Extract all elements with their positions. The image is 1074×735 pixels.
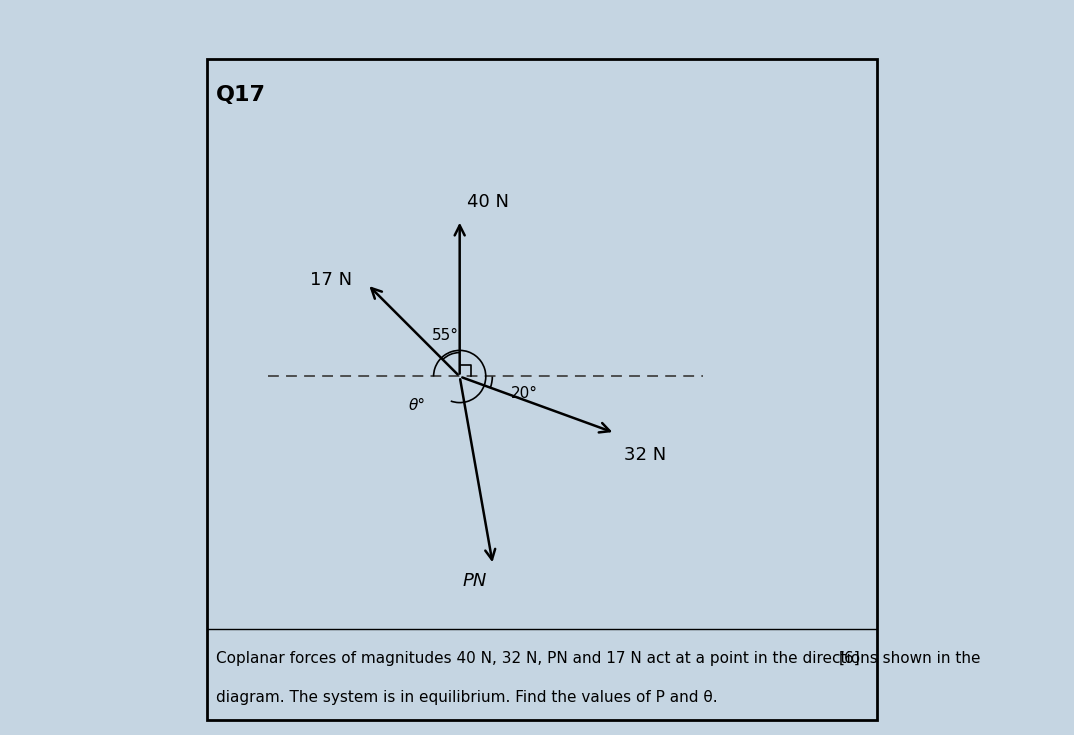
Text: diagram. The system is in equilibrium. Find the values of P and θ.: diagram. The system is in equilibrium. F… [216,690,717,705]
Text: 55°: 55° [432,328,460,343]
Text: Coplanar forces of magnitudes 40 N, 32 N, PN and 17 N act at a point in the dire: Coplanar forces of magnitudes 40 N, 32 N… [216,650,981,666]
Text: 40 N: 40 N [466,193,509,211]
Text: PN: PN [463,572,487,590]
Text: Q17: Q17 [216,85,266,105]
Text: [6]: [6] [839,650,860,666]
Text: 32 N: 32 N [624,446,666,464]
Text: 17 N: 17 N [309,270,351,289]
Text: θ°: θ° [409,398,425,413]
Text: 20°: 20° [511,386,538,401]
